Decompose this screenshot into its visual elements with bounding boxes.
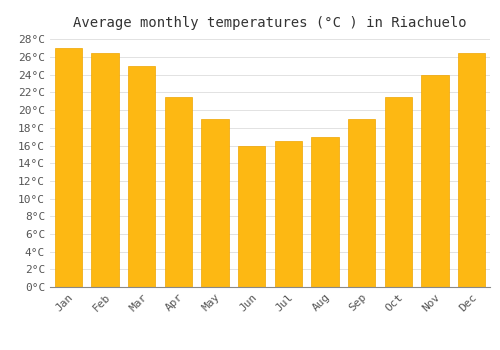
Bar [54, 48, 82, 287]
Bar [128, 66, 156, 287]
Bar [311, 137, 339, 287]
Bar [164, 97, 192, 287]
Bar [348, 119, 376, 287]
Bar [274, 141, 302, 287]
Bar [421, 75, 448, 287]
Bar [238, 146, 266, 287]
Bar [91, 53, 119, 287]
Bar [458, 53, 485, 287]
Bar [201, 119, 229, 287]
Bar [384, 97, 412, 287]
Title: Average monthly temperatures (°C ) in Riachuelo: Average monthly temperatures (°C ) in Ri… [73, 16, 467, 30]
